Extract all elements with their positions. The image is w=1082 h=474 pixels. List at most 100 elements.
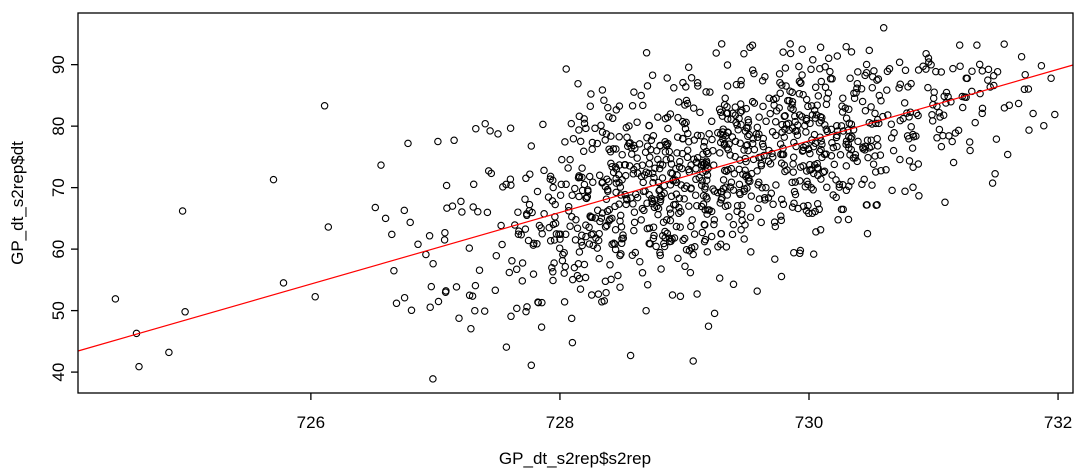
data-point (900, 99, 909, 107)
data-point (626, 351, 635, 360)
data-point (181, 308, 189, 316)
data-point (945, 132, 953, 140)
data-point (566, 155, 574, 164)
data-point (975, 60, 984, 69)
data-point (502, 343, 511, 351)
data-point (833, 142, 841, 151)
data-point (767, 189, 776, 198)
data-point (641, 148, 650, 156)
data-point (770, 101, 778, 109)
data-point (687, 244, 696, 252)
data-point (832, 133, 841, 142)
data-point (748, 41, 757, 49)
data-point (667, 192, 676, 201)
data-point (633, 193, 642, 202)
data-point (750, 99, 759, 107)
data-point (672, 222, 681, 231)
data-point (616, 183, 625, 191)
data-point (392, 299, 401, 308)
data-point (597, 121, 605, 130)
data-point (796, 246, 805, 255)
data-point (725, 213, 733, 221)
data-point (573, 271, 582, 280)
data-point (771, 255, 779, 263)
data-point (747, 248, 755, 256)
data-point (548, 197, 557, 205)
data-point (549, 276, 557, 285)
data-point (720, 166, 729, 175)
data-point (629, 170, 638, 178)
data-point (426, 303, 434, 311)
data-point (815, 205, 823, 214)
data-point (650, 173, 658, 182)
data-point (556, 235, 564, 243)
data-point (570, 263, 579, 272)
data-point (736, 139, 744, 147)
data-point (795, 62, 803, 71)
data-point (821, 83, 830, 92)
data-point (724, 166, 732, 174)
data-point (486, 127, 494, 135)
data-point (549, 176, 557, 185)
data-point (780, 112, 789, 121)
data-point (777, 272, 786, 281)
data-point (839, 94, 847, 102)
data-point (612, 179, 621, 187)
data-point (706, 88, 714, 96)
data-point (828, 171, 836, 179)
data-point (875, 91, 884, 100)
data-point (667, 160, 676, 168)
data-point (573, 224, 582, 233)
data-point (723, 82, 732, 90)
data-point (135, 362, 143, 371)
data-point (824, 89, 833, 97)
data-point (691, 243, 699, 251)
data-point (593, 139, 602, 148)
data-point (786, 49, 795, 58)
data-point (778, 81, 786, 89)
data-point (682, 96, 691, 105)
data-point (799, 146, 807, 155)
data-point (522, 307, 530, 316)
data-point (850, 94, 859, 102)
data-point (465, 291, 474, 300)
data-point (623, 196, 631, 204)
data-point (612, 165, 621, 173)
data-point (434, 297, 443, 306)
data-point (612, 188, 620, 197)
data-point (656, 141, 664, 150)
data-point (684, 63, 693, 71)
data-point (588, 213, 596, 222)
data-point (741, 172, 750, 181)
data-point (744, 132, 752, 140)
data-point (879, 24, 888, 32)
data-point (662, 216, 671, 224)
data-point (698, 228, 707, 237)
data-point (704, 149, 712, 158)
y-tick-label: 80 (49, 117, 68, 136)
data-point (525, 200, 534, 209)
data-point (638, 204, 647, 213)
data-point (429, 259, 437, 268)
data-point (717, 40, 726, 48)
data-point (608, 114, 617, 123)
data-point (867, 142, 876, 151)
data-point (658, 231, 667, 240)
data-point (600, 297, 609, 305)
data-point (745, 130, 753, 139)
data-point (779, 48, 787, 56)
data-point (924, 83, 932, 92)
data-point (606, 261, 614, 269)
data-point (720, 139, 729, 148)
data-point (664, 124, 672, 133)
data-point (965, 138, 974, 146)
data-point (851, 150, 860, 159)
data-point (727, 178, 736, 187)
data-point (675, 194, 684, 202)
data-point (681, 262, 689, 271)
data-point (708, 135, 716, 144)
data-point (625, 162, 634, 170)
data-point (716, 108, 725, 117)
data-point (666, 205, 674, 213)
